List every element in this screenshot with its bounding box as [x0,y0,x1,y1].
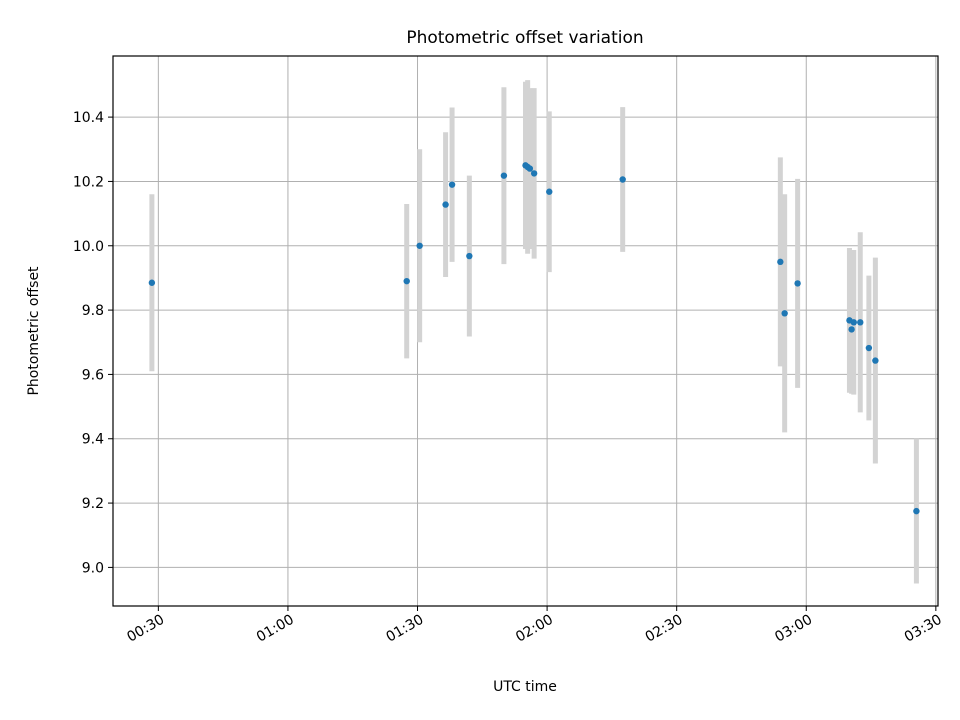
y-tick-label: 9.2 [82,496,104,512]
y-tick-label: 10.4 [73,110,104,126]
data-point [857,319,864,326]
data-point [546,188,553,195]
y-tick-label: 10.2 [73,174,104,190]
data-point [530,170,538,177]
y-axis-ticks: 9.0 9.2 9.4 9.6 9.8 10.0 10.2 10.4 [73,110,113,576]
data-point [148,279,156,286]
data-points [148,162,920,515]
data-point [619,176,626,183]
chart-title: Photometric offset variation [406,28,643,48]
y-axis-label: Photometric offset [26,266,42,396]
y-tick-label: 9.4 [82,432,104,448]
data-point [777,258,784,266]
data-point [872,357,879,364]
data-point [466,252,473,260]
data-point [526,165,534,172]
data-point [794,280,801,287]
data-point [448,181,456,188]
y-tick-label: 9.8 [82,303,104,319]
y-tick-label: 10.0 [73,239,104,255]
data-point [416,242,423,249]
y-tick-label: 9.6 [82,367,104,383]
data-point [850,319,857,326]
y-tick-label: 9.0 [82,560,104,576]
data-point [403,277,410,285]
data-point [442,201,449,208]
data-point [865,344,873,352]
plot-frame [112,55,939,607]
data-point [848,326,855,333]
data-point [913,507,920,515]
data-point [500,172,508,179]
x-axis-label: UTC time [493,679,557,695]
data-point [781,310,788,317]
